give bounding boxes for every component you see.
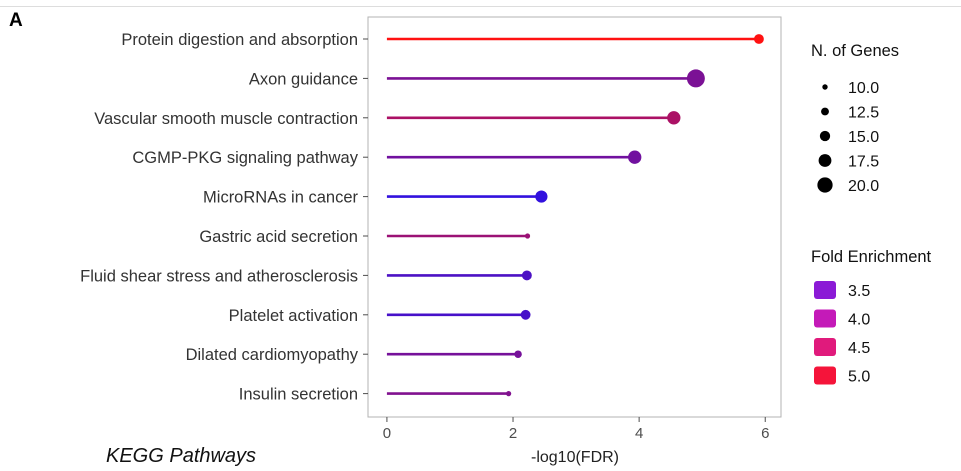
category-label-micrornas-in-cancer: MicroRNAs in cancer <box>203 189 358 207</box>
category-label-protein-digestion-and-absorption: Protein digestion and absorption <box>121 31 358 49</box>
legend-size-dot <box>818 154 832 167</box>
category-label-dilated-cardiomyopathy: Dilated cardiomyopathy <box>186 346 359 364</box>
legend-fold-enrichment: Fold Enrichment 3.5 4.0 4.5 5.0 <box>811 248 932 386</box>
category-label-platelet-activation: Platelet activation <box>229 307 358 325</box>
lollipop-point-fluid-shear-stress-and-atherosclerosis <box>521 270 532 281</box>
plot-panel <box>367 16 782 418</box>
legend-size-dot <box>817 177 833 193</box>
lollipop-point-dilated-cardiomyopathy <box>514 350 522 358</box>
lollipop-point-gastric-acid-secretion <box>524 233 531 239</box>
lollipop-point-platelet-activation <box>520 309 531 320</box>
x-axis-title: -log10(FDR) <box>531 449 619 466</box>
legend-size-label: 15.0 <box>848 129 879 146</box>
legend-color-label: 3.5 <box>848 283 870 300</box>
x-tick-label: 2 <box>509 425 517 442</box>
category-label-vascular-smooth-muscle-contraction: Vascular smooth muscle contraction <box>94 110 358 128</box>
category-label-cgmp-pkg-signaling-pathway: CGMP-PKG signaling pathway <box>132 149 358 167</box>
panel-letter: A <box>9 10 23 31</box>
x-tick-label: 0 <box>383 425 391 442</box>
legend-color-swatch <box>814 338 836 356</box>
legend-size-dot <box>822 84 828 90</box>
legend-gene-count: N. of Genes 10.0 12.5 15.0 17.5 20.0 <box>811 42 899 195</box>
legend-size-label: 10.0 <box>848 80 879 97</box>
category-label-fluid-shear-stress-and-atherosclerosis: Fluid shear stress and atherosclerosis <box>80 267 358 285</box>
legend-color-label: 4.5 <box>848 340 870 357</box>
category-label-axon-guidance: Axon guidance <box>249 70 358 88</box>
legend-color-swatch <box>814 309 836 328</box>
legend-color-label: 4.0 <box>848 312 870 329</box>
x-tick-label: 6 <box>761 425 769 442</box>
category-labels: Protein digestion and absorption Axon gui… <box>80 31 368 404</box>
legend-color-label: 5.0 <box>848 369 870 386</box>
legend-size-label: 12.5 <box>848 105 879 122</box>
chart-caption: KEGG Pathways <box>106 445 256 467</box>
category-label-insulin-secretion: Insulin secretion <box>239 386 358 404</box>
lollipop-point-protein-digestion-and-absorption <box>754 34 764 44</box>
lollipop-point-axon-guidance <box>686 69 705 88</box>
top-divider <box>0 6 961 7</box>
legend-color-swatch <box>814 366 836 385</box>
legend-size-label: 20.0 <box>848 178 879 195</box>
lollipop-point-vascular-smooth-muscle-contraction <box>667 111 681 125</box>
legend-size-dot <box>821 107 829 116</box>
lollipop-point-insulin-secretion <box>506 391 512 397</box>
lollipop-series <box>386 34 764 397</box>
lollipop-point-cgmp-pkg-signaling-pathway <box>628 150 642 164</box>
legend-size-label: 17.5 <box>848 154 879 171</box>
category-label-gastric-acid-secretion: Gastric acid secretion <box>199 228 358 246</box>
lollipop-point-micrornas-in-cancer <box>535 190 548 203</box>
legend-size-title: N. of Genes <box>811 42 899 60</box>
legend-size-dot <box>819 130 831 142</box>
x-tick-label: 4 <box>635 425 643 442</box>
legend-color-title: Fold Enrichment <box>811 248 932 266</box>
x-axis: 0 2 4 6 <box>383 417 769 442</box>
legend-color-swatch <box>814 281 836 299</box>
